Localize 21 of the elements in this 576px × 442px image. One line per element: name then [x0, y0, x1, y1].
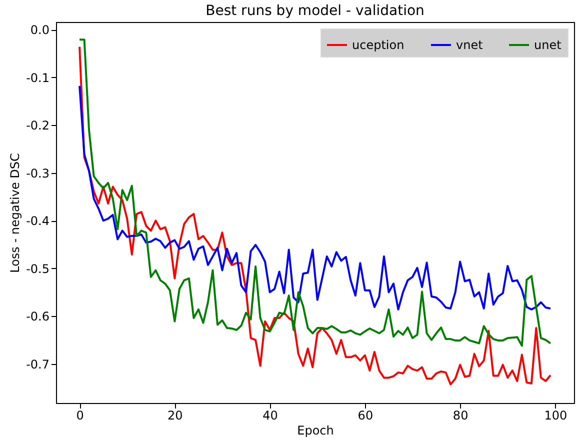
x-tick-label: 60	[358, 408, 374, 422]
legend-label: uception	[352, 38, 404, 52]
y-tick-label: -0.2	[26, 118, 50, 133]
y-tick-label: -0.1	[26, 70, 50, 85]
y-tick-label: -0.4	[26, 214, 50, 228]
y-tick-label: -0.5	[26, 262, 50, 276]
y-tick-label: -0.6	[26, 310, 50, 324]
x-tick-label: 40	[262, 408, 278, 422]
x-tick-label: 0	[76, 408, 84, 422]
legend-label: vnet	[456, 38, 484, 52]
x-tick-label: 20	[168, 408, 183, 422]
x-tick-label: 80	[452, 408, 468, 422]
x-tick-label: 100	[544, 408, 568, 422]
x-axis-title: Epoch	[297, 424, 334, 438]
y-tick-label: -0.3	[26, 166, 50, 180]
y-axis-title: Loss - negative DSC	[8, 153, 22, 273]
legend-label: unet	[534, 38, 562, 52]
y-tick-label: 0.0	[30, 23, 50, 38]
chart-title: Best runs by model - validation	[206, 3, 424, 19]
y-tick-label: -0.7	[26, 357, 50, 372]
line-series	[78, 84, 552, 310]
